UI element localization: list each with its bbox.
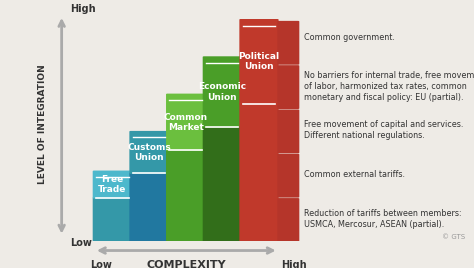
Text: Low: Low [70, 238, 92, 248]
Text: COMPLEXITY: COMPLEXITY [146, 260, 226, 268]
FancyBboxPatch shape [129, 131, 169, 174]
FancyBboxPatch shape [277, 109, 299, 153]
Text: Reduction of tariffs between members:
USMCA, Mercosur, ASEAN (partial).: Reduction of tariffs between members: US… [304, 209, 462, 229]
FancyBboxPatch shape [203, 56, 242, 128]
Text: Free movement of capital and services.
Different national regulations.: Free movement of capital and services. D… [304, 120, 464, 140]
Text: Free
Trade: Free Trade [98, 175, 127, 194]
Text: Low: Low [90, 260, 111, 268]
Text: High: High [70, 4, 96, 14]
Text: Political
Union: Political Union [238, 52, 280, 72]
FancyBboxPatch shape [166, 150, 205, 242]
Text: Common external tariffs.: Common external tariffs. [304, 170, 405, 179]
FancyBboxPatch shape [129, 173, 169, 242]
Text: Common government.: Common government. [304, 33, 395, 42]
FancyBboxPatch shape [239, 103, 279, 242]
Text: High: High [281, 260, 306, 268]
Text: Economic
Union: Economic Union [198, 82, 246, 102]
FancyBboxPatch shape [93, 197, 132, 242]
FancyBboxPatch shape [239, 19, 279, 105]
FancyBboxPatch shape [93, 170, 132, 199]
Text: No barriers for internal trade, free movement
of labor, harmonized tax rates, co: No barriers for internal trade, free mov… [304, 70, 474, 102]
Text: Common
Market: Common Market [164, 113, 208, 132]
FancyBboxPatch shape [277, 198, 299, 242]
FancyBboxPatch shape [166, 94, 205, 151]
FancyBboxPatch shape [277, 65, 299, 109]
Text: © GTS: © GTS [442, 234, 465, 240]
Text: Customs
Union: Customs Union [127, 143, 171, 162]
FancyBboxPatch shape [277, 154, 299, 198]
Text: LEVEL OF INTEGRATION: LEVEL OF INTEGRATION [38, 65, 47, 184]
FancyBboxPatch shape [203, 126, 242, 242]
FancyBboxPatch shape [277, 21, 299, 65]
